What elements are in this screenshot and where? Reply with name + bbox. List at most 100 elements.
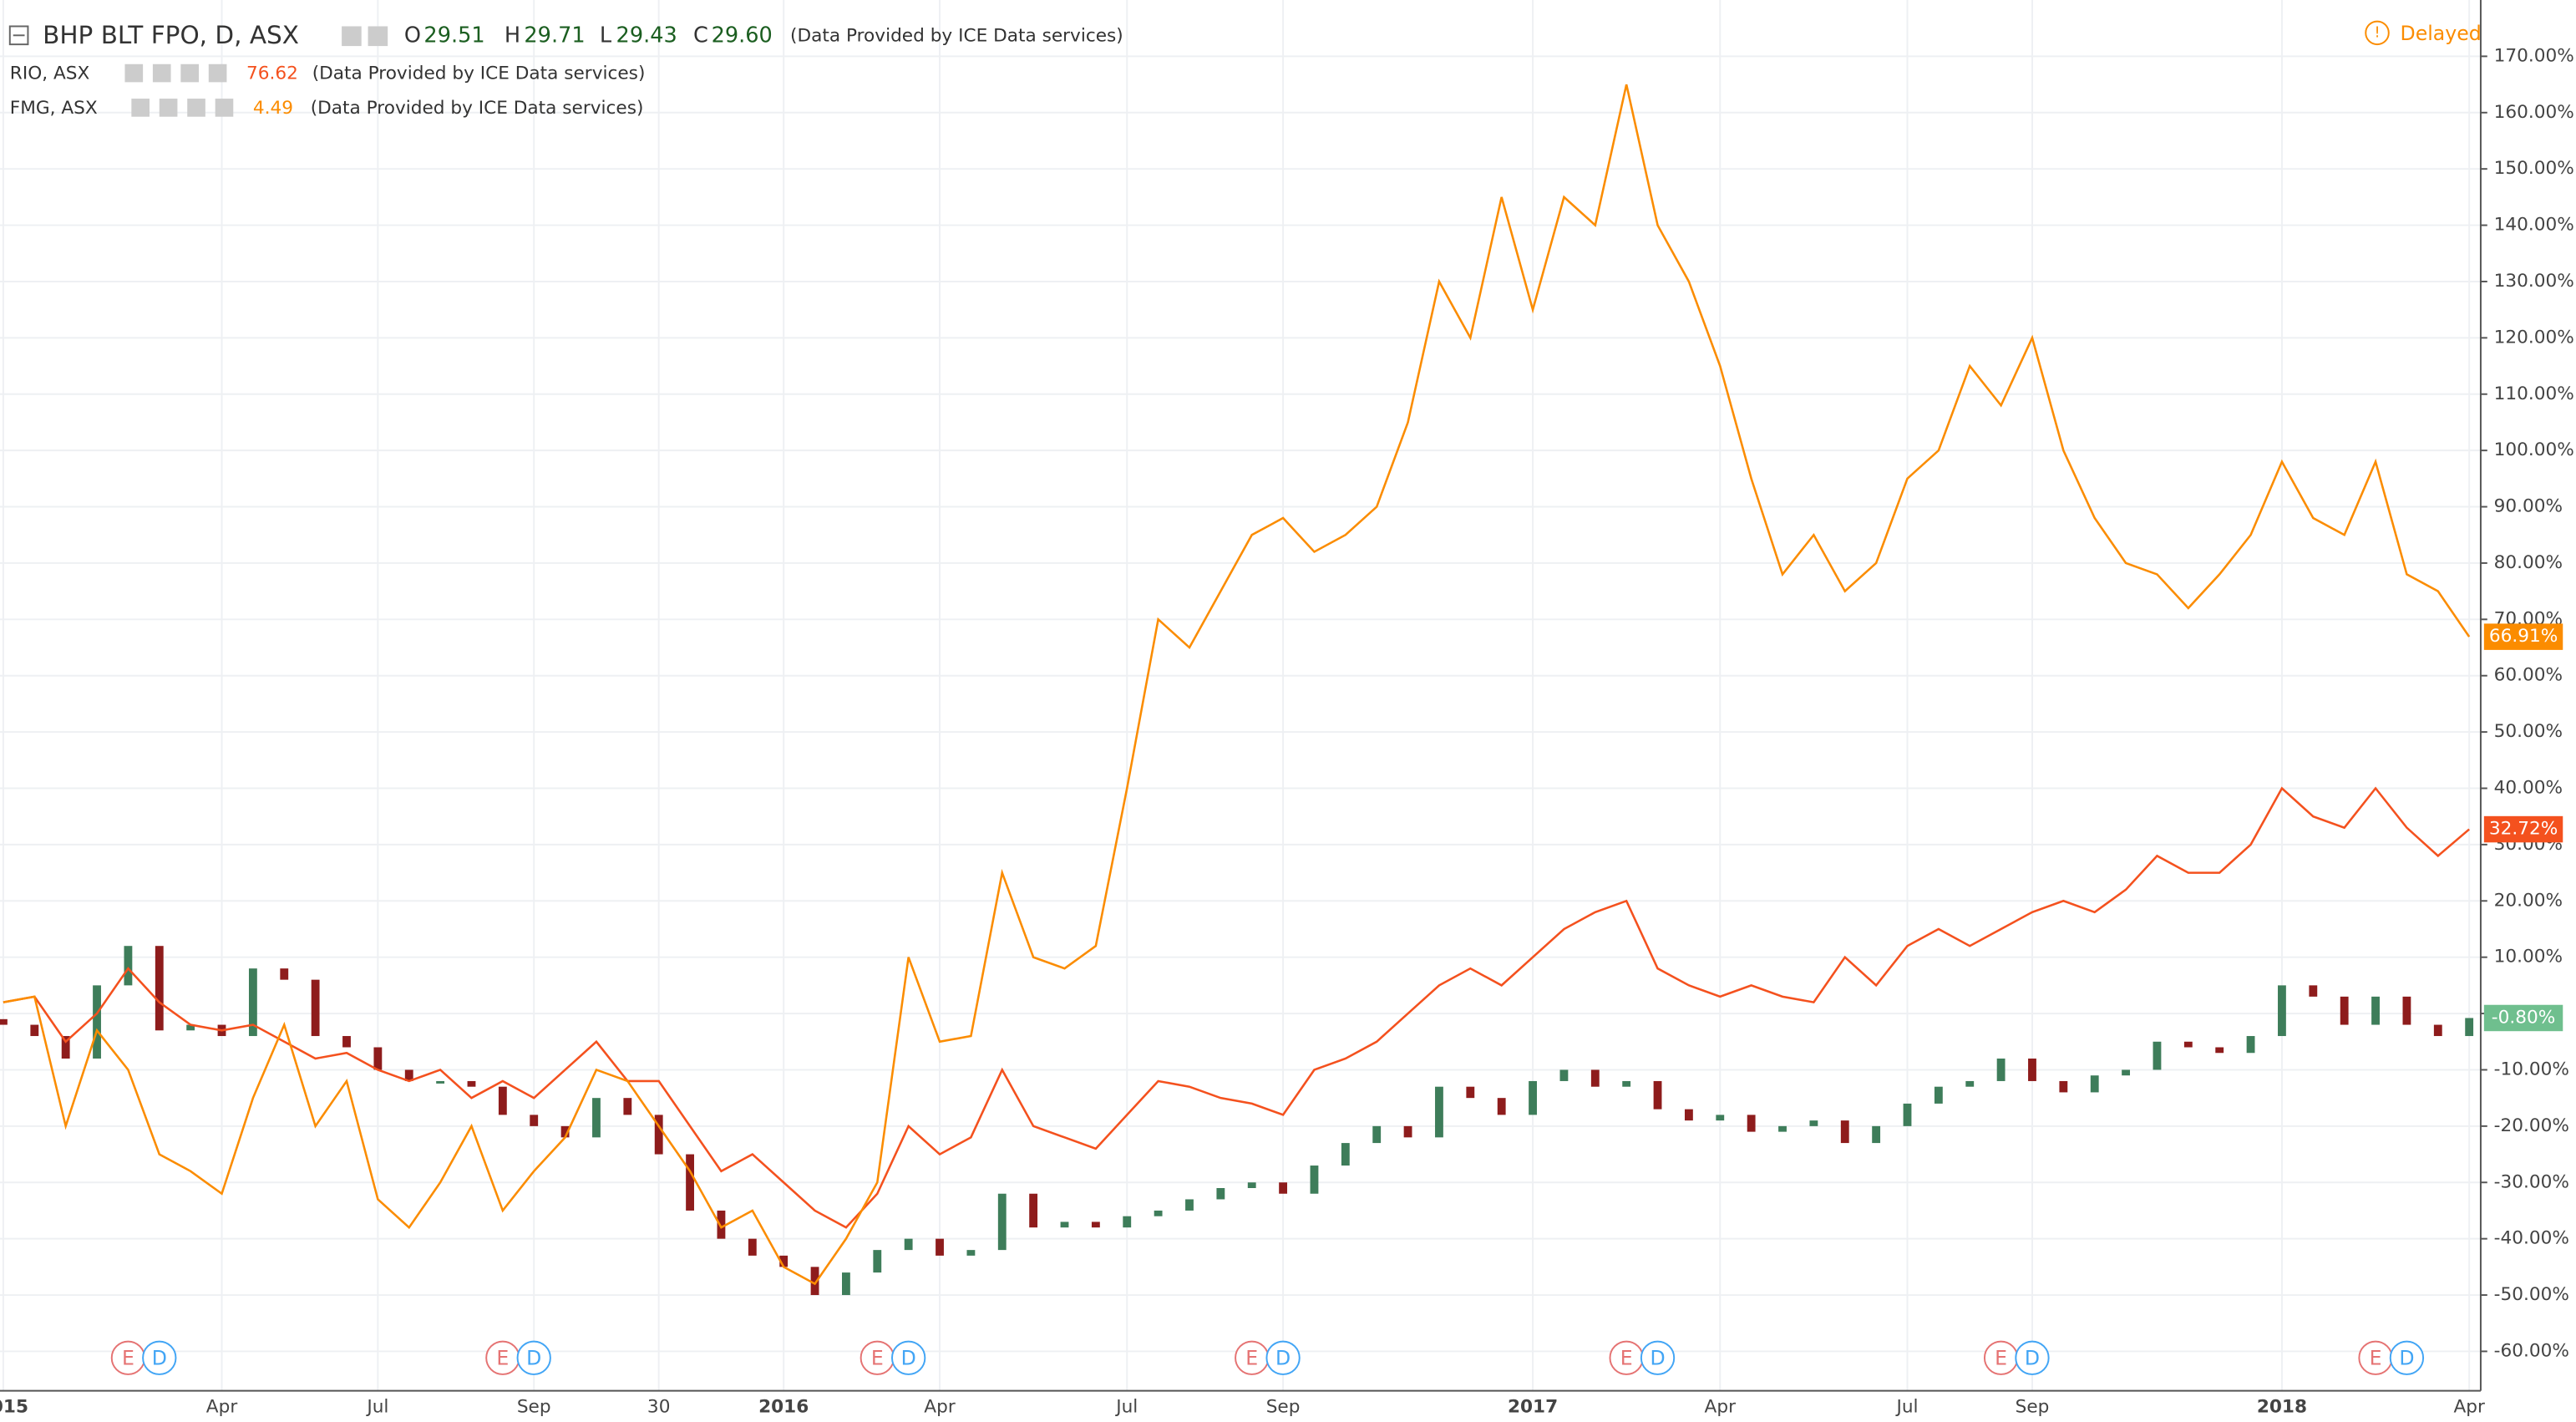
dividends-marker[interactable] bbox=[516, 1340, 551, 1375]
y-tick-label: -10.00% bbox=[2494, 1059, 2569, 1079]
candle-body bbox=[2183, 1041, 2193, 1048]
dividends-marker-label: D bbox=[526, 1347, 541, 1370]
candle-body bbox=[1559, 1069, 1569, 1081]
candle-body bbox=[2278, 985, 2286, 1037]
y-tick-label: -40.00% bbox=[2494, 1228, 2569, 1249]
ohlc-value: 29.71 bbox=[524, 23, 585, 48]
ohlc-value: 29.60 bbox=[712, 23, 773, 48]
legend-price: 4.49 bbox=[253, 98, 293, 119]
candle-body bbox=[1716, 1115, 1725, 1121]
main-title: BHP BLT FPO, D, ASX bbox=[43, 21, 299, 49]
source-note: (Data Provided by ICE Data services) bbox=[790, 25, 1123, 46]
last-value-tag bbox=[2483, 623, 2563, 650]
dividends-marker-label: D bbox=[152, 1347, 167, 1370]
candle-body bbox=[2028, 1058, 2036, 1081]
collapse-icon[interactable] bbox=[8, 25, 29, 46]
x-tick-label: Apr bbox=[2453, 1396, 2485, 1417]
series-line bbox=[3, 786, 2470, 1229]
source-note: (Data Provided by ICE Data services) bbox=[312, 63, 646, 84]
settings-icon[interactable] bbox=[368, 26, 388, 47]
y-tick-label: 160.00% bbox=[2494, 102, 2574, 123]
earnings-marker-label: E bbox=[122, 1347, 134, 1370]
legend-icon[interactable] bbox=[124, 63, 144, 83]
legend-icon[interactable] bbox=[208, 63, 227, 83]
candle-body bbox=[1091, 1221, 1100, 1228]
candle-body bbox=[717, 1210, 726, 1239]
ohlc-label: L bbox=[600, 23, 612, 48]
candle-body bbox=[1029, 1193, 1038, 1228]
y-tick-label: -60.00% bbox=[2494, 1340, 2569, 1361]
earnings-marker-label: E bbox=[496, 1347, 509, 1370]
candle-body bbox=[1435, 1086, 1443, 1138]
legend-icon[interactable] bbox=[159, 99, 178, 117]
dividends-marker[interactable] bbox=[142, 1340, 177, 1375]
eye-icon[interactable] bbox=[342, 26, 362, 47]
candle-body bbox=[623, 1098, 632, 1115]
dividends-marker[interactable] bbox=[891, 1340, 926, 1375]
candle-body bbox=[342, 1036, 351, 1048]
last-value-tag bbox=[2483, 815, 2563, 843]
ohlc-label: O bbox=[404, 23, 421, 48]
dividends-marker-label: D bbox=[1650, 1347, 1665, 1370]
legend-icon[interactable] bbox=[131, 99, 150, 117]
candle-body bbox=[810, 1267, 819, 1296]
candle-body bbox=[373, 1047, 383, 1070]
dividends-marker[interactable] bbox=[1265, 1340, 1301, 1375]
candle-body bbox=[311, 979, 320, 1037]
x-tick-label: Apr bbox=[924, 1396, 956, 1417]
candle-body bbox=[1216, 1187, 1225, 1200]
y-tick-label: 130.00% bbox=[2494, 271, 2574, 292]
dividends-marker[interactable] bbox=[2389, 1340, 2425, 1375]
candle-body bbox=[1840, 1120, 1849, 1144]
y-tick-label: 100.00% bbox=[2494, 439, 2574, 460]
legend-icon[interactable] bbox=[215, 99, 234, 117]
candle-body bbox=[248, 968, 257, 1037]
dividends-marker[interactable] bbox=[2015, 1340, 2050, 1375]
candle-body bbox=[186, 1024, 195, 1031]
candle-body bbox=[1622, 1080, 1631, 1087]
x-tick-label: 2015 bbox=[0, 1396, 28, 1417]
candle-body bbox=[1684, 1109, 1693, 1121]
x-tick-label: Sep bbox=[1266, 1396, 1301, 1417]
x-tick-label: Sep bbox=[517, 1396, 551, 1417]
candle-body bbox=[966, 1250, 976, 1256]
legend-icon[interactable] bbox=[152, 63, 171, 83]
candle-body bbox=[1934, 1086, 1943, 1104]
candle-body bbox=[2090, 1075, 2099, 1093]
delayed-status[interactable]: Delayed bbox=[2401, 22, 2482, 45]
candle-body bbox=[1185, 1199, 1194, 1211]
dividends-marker-label: D bbox=[901, 1347, 916, 1370]
candle-body bbox=[592, 1098, 601, 1138]
candle-body bbox=[2371, 996, 2380, 1025]
candle-body bbox=[436, 1080, 445, 1084]
y-tick-label: -30.00% bbox=[2494, 1171, 2569, 1192]
legend-price: 76.62 bbox=[246, 63, 298, 84]
y-tick-label: 140.00% bbox=[2494, 215, 2574, 236]
header: BHP BLT FPO, D, ASX O 29.51 H 29.71 L 29… bbox=[8, 20, 2482, 119]
candle-body bbox=[904, 1238, 913, 1251]
candle-body bbox=[530, 1115, 539, 1126]
candle-body bbox=[30, 1024, 39, 1037]
candle-body bbox=[404, 1069, 413, 1081]
dividends-marker-label: D bbox=[2399, 1347, 2414, 1370]
candle-body bbox=[155, 946, 164, 1031]
y-tick-label: 110.00% bbox=[2494, 383, 2574, 404]
x-tick-label: 2017 bbox=[1508, 1396, 1558, 1417]
x-tick-label: Apr bbox=[206, 1396, 238, 1417]
candle-body bbox=[748, 1238, 757, 1256]
candle-body bbox=[2246, 1036, 2255, 1054]
legend-icon[interactable] bbox=[180, 63, 199, 83]
y-tick-label: 120.00% bbox=[2494, 327, 2574, 348]
legend-icon[interactable] bbox=[187, 99, 205, 117]
ohlc-value: 29.51 bbox=[423, 23, 484, 48]
candle-body bbox=[2122, 1069, 2131, 1076]
candle-body bbox=[1497, 1098, 1506, 1115]
dividends-marker[interactable] bbox=[1640, 1340, 1676, 1375]
candle-body bbox=[2433, 1024, 2442, 1037]
y-tick-label: 10.00% bbox=[2494, 947, 2563, 967]
y-tick-label: -50.00% bbox=[2494, 1284, 2569, 1305]
candle-body bbox=[498, 1086, 507, 1115]
y-tick-label: 80.00% bbox=[2494, 552, 2563, 573]
